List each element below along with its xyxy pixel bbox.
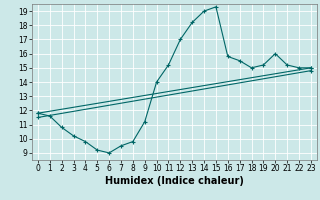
X-axis label: Humidex (Indice chaleur): Humidex (Indice chaleur) xyxy=(105,176,244,186)
